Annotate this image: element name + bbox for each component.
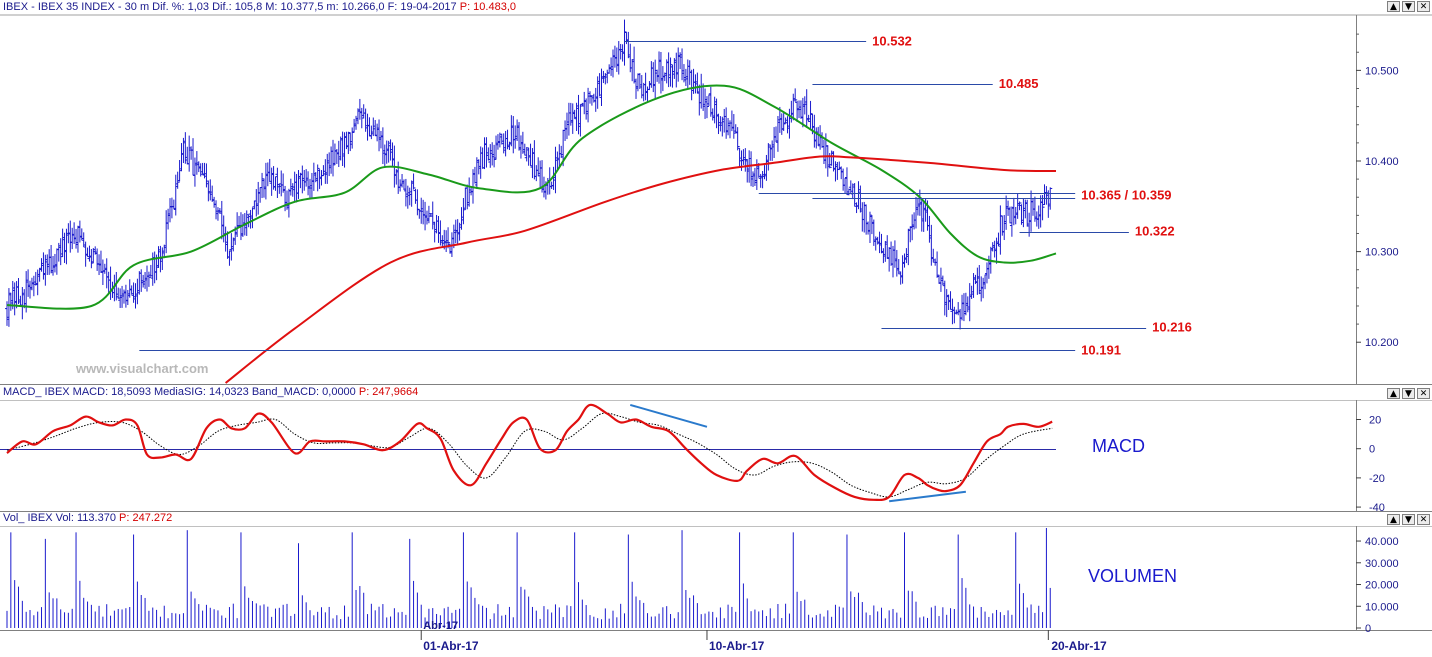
macd-divergence-line	[889, 490, 966, 503]
macd-tick-label: 20	[1369, 415, 1381, 427]
short-moving-average-line	[6, 84, 1057, 310]
price-tick-label: 10.500	[1365, 65, 1399, 77]
price-tick-label: 10.200	[1365, 337, 1399, 349]
volume-tick-label: 20.000	[1365, 580, 1399, 592]
volume-header-p: P: 247.272	[119, 512, 173, 524]
macd-divergence-line	[629, 403, 708, 428]
macd-tick-label: -40	[1369, 502, 1385, 514]
maximize-button[interactable]: ▲	[1387, 1, 1400, 12]
time-axis-label: 20-Abr-17	[1051, 639, 1107, 652]
time-axis-label: 10-Abr-17	[709, 639, 765, 652]
price-tick-label: 10.400	[1365, 156, 1399, 168]
minimize-button[interactable]: ▼	[1402, 1, 1415, 12]
price-window-buttons: ▲ ▼ ✕	[1387, 1, 1430, 12]
volume-header-text: Vol_ IBEX Vol: 113.370	[3, 512, 116, 524]
macd-header-text: MACD_ IBEX MACD: 18,5093 MediaSIG: 14,03…	[3, 386, 356, 398]
volume-tick-label: 40.000	[1365, 536, 1399, 548]
macd-minimize-button[interactable]: ▼	[1402, 388, 1415, 399]
macd-tick-label: -20	[1369, 473, 1385, 485]
macd-panel-label: MACD	[1092, 436, 1145, 456]
volume-tick-label: 30.000	[1365, 558, 1399, 570]
price-header-p: P: 10.483,0	[459, 1, 517, 13]
volume-minimize-button[interactable]: ▼	[1402, 514, 1415, 525]
volume-window-buttons: ▲ ▼ ✕	[1387, 514, 1430, 525]
watermark-text: www.visualchart.com	[75, 361, 208, 376]
level-label: 10.191	[1081, 342, 1121, 357]
level-label: 10.216	[1152, 320, 1192, 335]
volume-panel-label: VOLUMEN	[1088, 566, 1177, 586]
macd-header-p: P: 247,9664	[358, 386, 419, 398]
price-tick-label: 10.300	[1365, 247, 1399, 259]
time-axis-month-label: Abr-17	[423, 620, 458, 632]
volume-tick-label: 10.000	[1365, 601, 1399, 613]
volume-maximize-button[interactable]: ▲	[1387, 514, 1400, 525]
macd-maximize-button[interactable]: ▲	[1387, 388, 1400, 399]
volume-tick-label: 0	[1365, 623, 1371, 635]
macd-window-buttons: ▲ ▼ ✕	[1387, 388, 1430, 399]
long-moving-average-line	[224, 155, 1057, 384]
level-label: 10.532	[872, 33, 912, 48]
volume-panel-header: Vol_ IBEX Vol: 113.370 P: 247.272	[3, 512, 172, 525]
macd-panel-header: MACD_ IBEX MACD: 18,5093 MediaSIG: 14,03…	[3, 386, 418, 399]
volume-close-button[interactable]: ✕	[1417, 514, 1430, 525]
macd-tick-label: 0	[1369, 444, 1375, 456]
level-label: 10.365 / 10.359	[1081, 187, 1171, 202]
close-button[interactable]: ✕	[1417, 1, 1430, 12]
level-label: 10.485	[999, 76, 1039, 91]
price-panel-header: IBEX - IBEX 35 INDEX - 30 m Dif. %: 1,03…	[3, 1, 516, 14]
level-label: 10.322	[1135, 224, 1175, 239]
macd-close-button[interactable]: ✕	[1417, 388, 1430, 399]
macd-line	[6, 403, 1053, 502]
time-axis-label: 01-Abr-17	[423, 639, 479, 652]
price-header-text: IBEX - IBEX 35 INDEX - 30 m Dif. %: 1,03…	[3, 1, 457, 13]
